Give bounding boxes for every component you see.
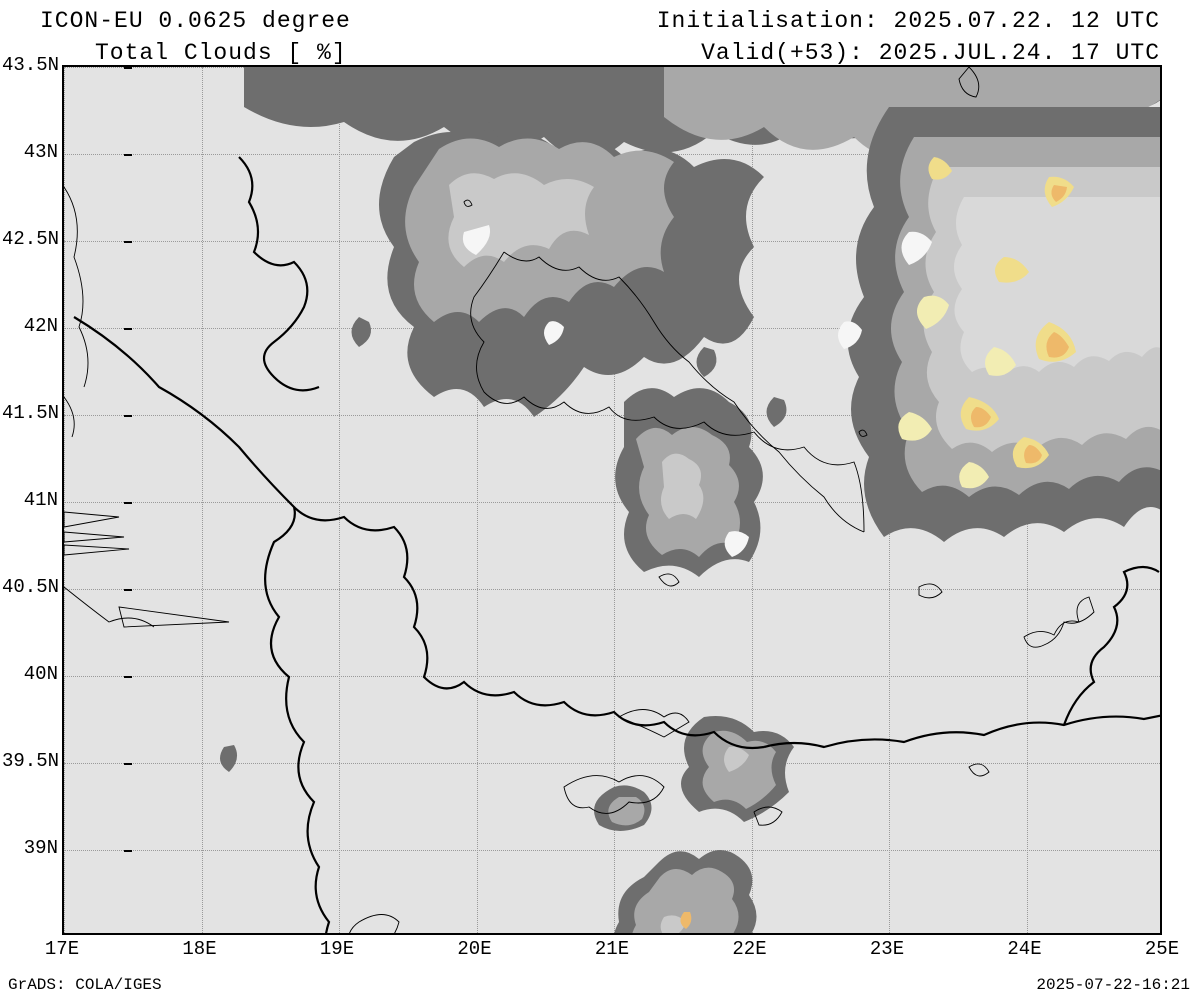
footer-left-text: GrADS: COLA/IGES <box>8 976 162 994</box>
header-left-block: ICON-EU 0.0625 degree Total Clouds [ %] <box>40 8 351 66</box>
map-header: ICON-EU 0.0625 degree Total Clouds [ %] … <box>0 8 1200 64</box>
y-tick-43 <box>124 241 132 243</box>
x-axis-label: 19E <box>320 938 354 960</box>
x-axis-label: 18E <box>182 938 216 960</box>
y-axis-label: 42N <box>2 315 58 337</box>
y-tick-43-5 <box>124 154 132 156</box>
grid-line-horizontal <box>64 67 1160 68</box>
x-axis-label: 23E <box>870 938 904 960</box>
x-axis-label: 21E <box>595 938 629 960</box>
y-axis-label: 41N <box>2 489 58 511</box>
grid-line-vertical <box>64 67 65 933</box>
grid-line-vertical <box>202 67 203 933</box>
y-axis-label: 40N <box>2 663 58 685</box>
grid-line-horizontal <box>64 415 1160 416</box>
cloud-map-plot[interactable] <box>62 65 1162 935</box>
y-axis-label: 39N <box>2 837 58 859</box>
y-tick-39-5 <box>124 850 132 852</box>
init-time-label: Initialisation: 2025.07.22. 12 UTC <box>657 8 1160 34</box>
y-axis-label: 40.5N <box>2 576 58 598</box>
y-tick-42-5 <box>124 328 132 330</box>
variable-title: Total Clouds [ %] <box>40 40 351 66</box>
footer-right-text: 2025-07-22-16:21 <box>1036 976 1190 994</box>
y-axis-label: 39.5N <box>2 750 58 772</box>
grid-line-horizontal <box>64 154 1160 155</box>
y-tick-40-5 <box>124 676 132 678</box>
grid-line-vertical <box>889 67 890 933</box>
grid-line-horizontal <box>64 502 1160 503</box>
grid-line-horizontal <box>64 328 1160 329</box>
grid-line-vertical <box>339 67 340 933</box>
y-axis-label: 41.5N <box>2 402 58 424</box>
grid-line-vertical <box>752 67 753 933</box>
y-tick-41 <box>124 589 132 591</box>
grid-line-horizontal <box>64 676 1160 677</box>
country-borders <box>64 67 1162 935</box>
grid-line-vertical <box>614 67 615 933</box>
grid-line-horizontal <box>64 850 1160 851</box>
x-axis-label: 24E <box>1007 938 1041 960</box>
grid-line-horizontal <box>64 241 1160 242</box>
cloud-cover-field <box>64 67 1162 935</box>
valid-time-label: Valid(+53): 2025.JUL.24. 17 UTC <box>657 40 1160 66</box>
y-tick-44 <box>124 67 132 69</box>
grid-line-vertical <box>1027 67 1028 933</box>
y-tick-40 <box>124 763 132 765</box>
x-axis-label: 20E <box>457 938 491 960</box>
y-axis-label: 42.5N <box>2 228 58 250</box>
y-axis-label: 43N <box>2 141 58 163</box>
x-axis-label: 22E <box>732 938 766 960</box>
y-axis-label: 43.5N <box>2 54 58 76</box>
y-tick-42 <box>124 415 132 417</box>
x-axis-label: 25E <box>1145 938 1179 960</box>
y-tick-41-5 <box>124 502 132 504</box>
x-axis-label: 17E <box>45 938 79 960</box>
grid-line-horizontal <box>64 763 1160 764</box>
grid-line-vertical <box>477 67 478 933</box>
header-right-block: Initialisation: 2025.07.22. 12 UTC Valid… <box>657 8 1160 66</box>
weather-map-page: ICON-EU 0.0625 degree Total Clouds [ %] … <box>0 0 1200 1000</box>
model-title: ICON-EU 0.0625 degree <box>40 8 351 34</box>
grid-line-horizontal <box>64 589 1160 590</box>
